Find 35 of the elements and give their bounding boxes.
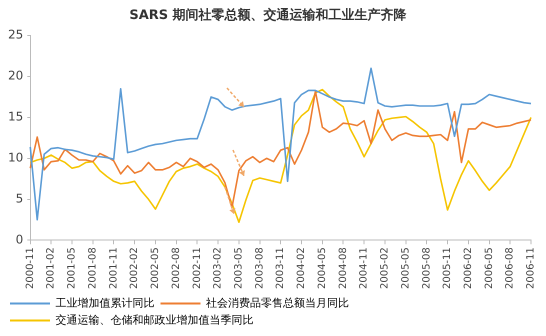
y-tick-label: 15 [8,110,24,124]
x-tick-label: 2003-08 [254,247,266,290]
x-tick-label: 2005-05 [400,247,412,290]
x-tick-label: 2001-05 [66,247,78,290]
x-tick-label: 2003-05 [234,247,244,290]
y-tick-label: 20 [8,68,24,83]
x-tick-label: 2004-11 [358,247,370,290]
x-tick-label: 2005-08 [421,247,432,290]
x-tick-label: 2006-08 [504,247,516,290]
x-tick-label: 2001-02 [46,247,57,290]
x-tick-label: 2002-02 [129,247,140,290]
x-tick-label: 2006-05 [484,247,495,290]
x-tick-label: 2002-11 [192,247,203,290]
x-tick-label: 2005-11 [442,247,454,290]
x-tick-label: 2003-11 [275,247,286,290]
y-tick-label: 10 [8,150,24,164]
chart-title: SARS 期间社零总额、交通运输和工业生产齐降 [129,7,408,24]
x-tick-label: 2004-02 [296,247,308,290]
x-tick-label: 2004-05 [316,247,328,290]
x-tick-label: 2006-02 [463,247,474,290]
legend-label: 交通运输、仓储和邮政业增加值当季同比 [56,313,254,326]
x-tick-label: 2003-02 [212,247,224,290]
x-tick-label: 2001-11 [108,247,120,290]
x-tick-label: 2004-08 [338,247,349,290]
legend-label: 工业增加值累计同比 [56,296,154,310]
y-tick-label: 25 [8,28,24,42]
y-tick-label: 0 [16,232,24,246]
x-tick-label: 2002-08 [170,247,182,290]
x-tick-label: 2001-08 [87,247,98,290]
legend-label: 社会消费品零售总额当月同比 [206,296,349,310]
x-tick-label: 2002-05 [150,247,162,290]
x-tick-label: 2006-11 [526,247,537,290]
x-tick-label: 2000-11 [24,247,36,290]
x-tick-label: 2005-02 [380,247,391,290]
y-tick-label: 5 [16,191,24,206]
